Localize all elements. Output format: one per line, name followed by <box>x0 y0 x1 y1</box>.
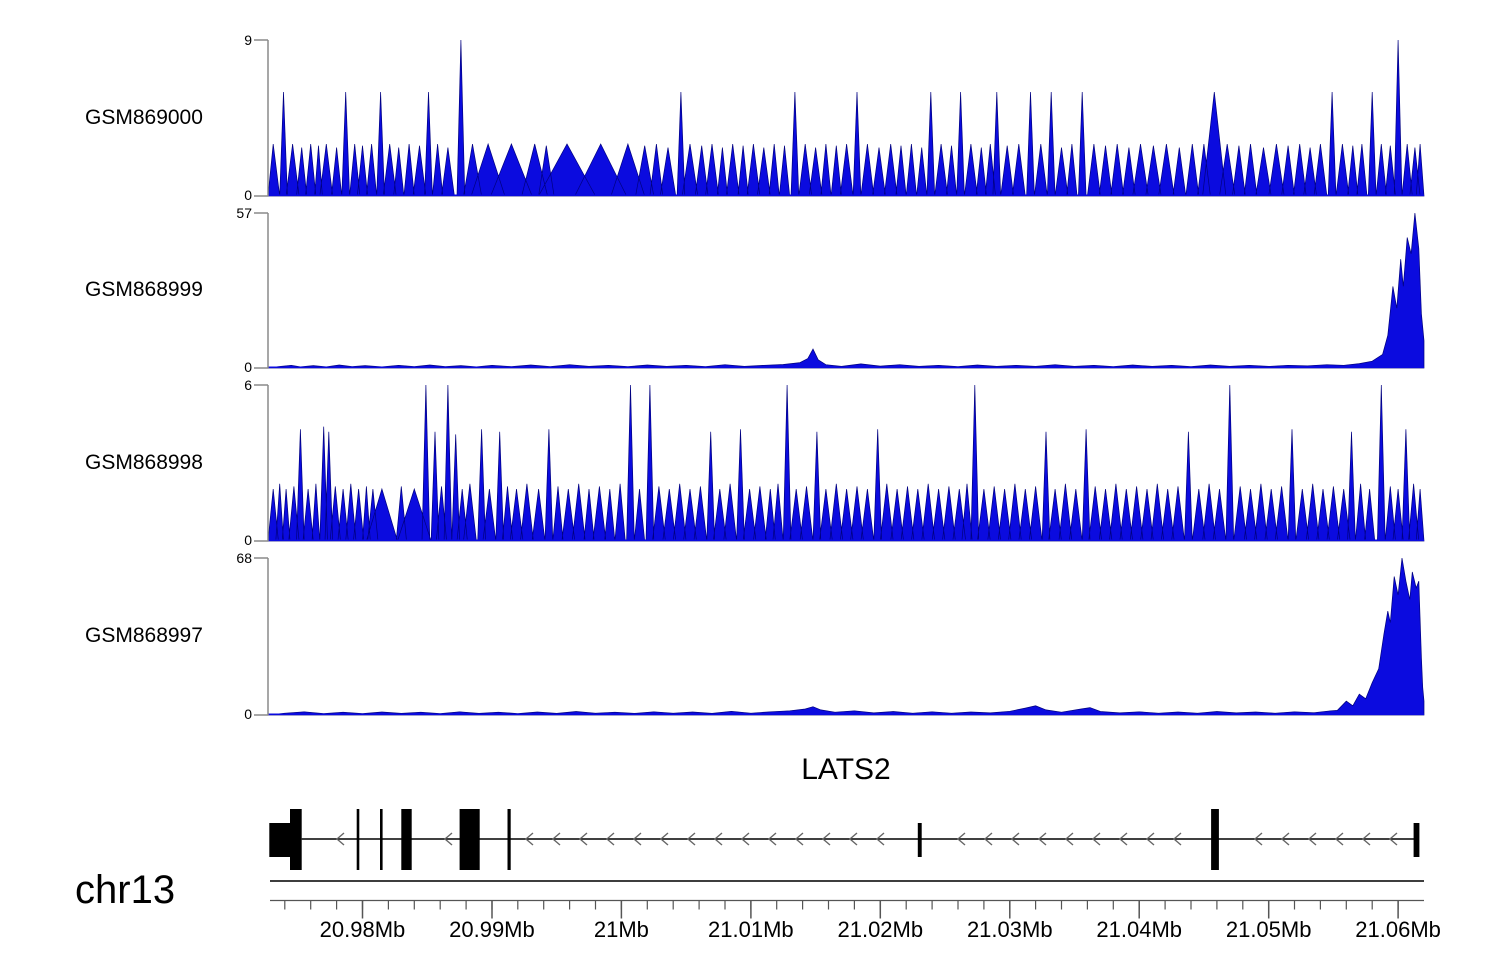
gene-exon <box>1211 809 1219 870</box>
axis-tick-label: 20.98Mb <box>319 917 406 942</box>
strand-arrow-left <box>1118 832 1128 846</box>
strand-arrow-left <box>1064 832 1074 846</box>
ymax-label-track3: 6 <box>244 377 252 393</box>
strand-arrow-left <box>605 832 615 846</box>
gene-name-label: LATS2 <box>801 753 891 786</box>
axis-tick-label: 21.04Mb <box>1096 917 1183 942</box>
axis-tick-label: 20.99Mb <box>449 917 535 942</box>
ymax-label-track1: 9 <box>244 32 252 48</box>
strand-arrow-left <box>1253 832 1263 846</box>
track-label-gsm868999: GSM868999 <box>85 278 203 301</box>
axis-tick-label: 21.01Mb <box>708 917 794 942</box>
ymin-label-track2: 0 <box>244 359 252 375</box>
gene-exon <box>380 809 383 870</box>
track-label-gsm869000: GSM869000 <box>85 106 203 129</box>
strand-arrow-left <box>524 832 534 846</box>
strand-arrow-left <box>1334 832 1344 846</box>
track-label-gsm868997: GSM868997 <box>85 624 203 647</box>
axis-tick-label: 21.05Mb <box>1225 917 1312 942</box>
gene-exon <box>401 809 412 870</box>
strand-arrow-left <box>686 832 696 846</box>
strand-arrow-left <box>1280 832 1290 846</box>
y-axis-gsm868999 <box>254 212 269 369</box>
signal-area-gsm868998 <box>267 384 1425 542</box>
strand-arrow-left <box>659 832 669 846</box>
strand-arrow-left <box>956 832 966 846</box>
strand-arrow-left <box>335 832 345 846</box>
strand-arrow-left <box>1388 832 1398 846</box>
strand-arrow-left <box>794 832 804 846</box>
signal-area-gsm869000 <box>267 39 1425 197</box>
strand-arrow-left <box>767 832 777 846</box>
strand-arrow-left <box>578 832 588 846</box>
y-axis-gsm869000 <box>254 39 269 197</box>
ymin-label-track1: 0 <box>244 187 252 203</box>
strand-arrow-left <box>875 832 885 846</box>
signal-baseline-gsm868998 <box>268 539 1424 541</box>
ymin-label-track4: 0 <box>244 706 252 722</box>
chromosome-label: chr13 <box>75 868 176 912</box>
signal-baseline-gsm868999 <box>268 366 1424 368</box>
axis-tick-label: 21.06Mb <box>1355 917 1441 942</box>
strand-arrow-left <box>1091 832 1101 846</box>
ymax-label-track2: 57 <box>236 205 252 221</box>
signal-area-gsm868999 <box>267 212 1425 369</box>
gene-exon <box>356 809 360 870</box>
strand-arrow-left <box>983 832 993 846</box>
gene-exon <box>269 823 292 857</box>
strand-arrow-left <box>1172 832 1182 846</box>
ymax-label-track4: 68 <box>236 550 252 566</box>
strand-arrow-left <box>1010 832 1020 846</box>
strand-arrow-left <box>1037 832 1047 846</box>
track-label-gsm868998: GSM868998 <box>85 451 203 474</box>
strand-arrow-left <box>632 832 642 846</box>
gene-exon <box>1413 823 1420 857</box>
signal-area-gsm868997 <box>267 557 1425 716</box>
axis-tick-label: 21.02Mb <box>837 917 924 942</box>
gene-exon <box>917 823 922 857</box>
strand-arrow-left <box>1145 832 1155 846</box>
strand-arrow-left <box>1361 832 1371 846</box>
strand-arrow-left <box>713 832 723 846</box>
signal-baseline-gsm868997 <box>268 713 1424 715</box>
ymin-label-track3: 0 <box>244 532 252 548</box>
axis-tick-label: 21.03Mb <box>966 917 1053 942</box>
gene-exon <box>290 809 302 870</box>
gene-exon <box>459 809 480 870</box>
strand-arrow-left <box>848 832 858 846</box>
strand-arrow-left <box>443 832 453 846</box>
strand-arrow-left <box>821 832 831 846</box>
strand-arrow-left <box>551 832 561 846</box>
gene-exon <box>507 809 511 870</box>
strand-arrow-left <box>740 832 750 846</box>
signal-baseline-gsm869000 <box>268 194 1424 196</box>
y-axis-gsm868998 <box>254 384 269 542</box>
strand-arrow-left <box>1307 832 1317 846</box>
y-axis-gsm868997 <box>254 557 269 716</box>
axis-tick-label: 21Mb <box>593 917 649 942</box>
